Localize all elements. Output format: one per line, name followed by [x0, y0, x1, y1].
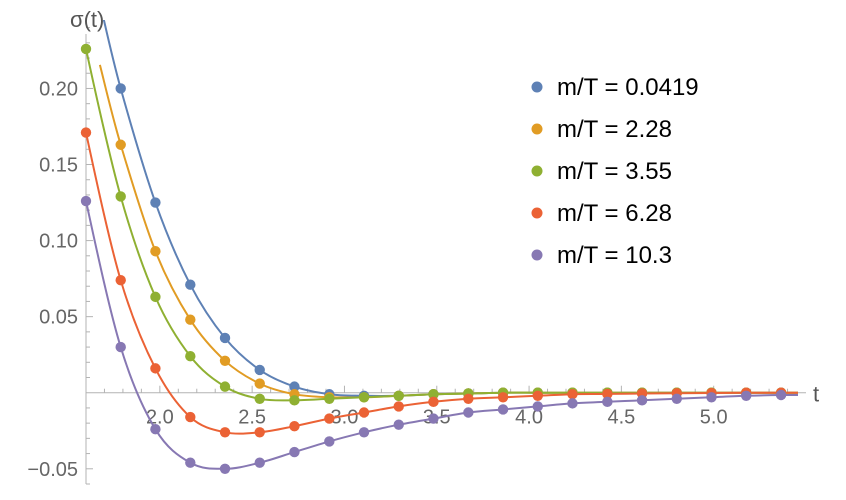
data-point-series-3: [324, 393, 335, 405]
legend-label: m/T = 2.28: [557, 116, 672, 143]
data-point-series-4: [115, 274, 126, 286]
series-line-3: [86, 44, 798, 402]
y-tick-label: −0.05: [27, 459, 78, 481]
data-point-series-4: [324, 413, 335, 424]
data-point-series-5: [497, 404, 509, 415]
data-point-series-3: [289, 395, 300, 406]
legend-label: m/T = 10.3: [557, 242, 672, 269]
data-point-series-5: [324, 436, 335, 447]
data-point-series-1: [289, 381, 300, 392]
data-point-series-5: [393, 419, 404, 430]
data-point-series-4: [219, 427, 231, 438]
data-point-series-5: [358, 427, 370, 438]
x-tick-label: 4.0: [515, 407, 543, 429]
data-point-series-5: [150, 424, 161, 435]
data-point-series-5: [289, 446, 300, 458]
data-point-series-4: [463, 393, 474, 405]
data-point-series-4: [80, 127, 92, 138]
data-point-series-5: [740, 390, 752, 401]
data-point-series-4: [602, 388, 613, 400]
data-point-series-2: [254, 378, 265, 389]
series-points: [80, 43, 787, 474]
data-point-series-5: [636, 395, 648, 406]
legend-marker: [531, 81, 543, 93]
data-point-series-4: [428, 396, 439, 408]
data-point-series-2: [115, 139, 126, 150]
legend-marker: [531, 165, 543, 177]
data-point-series-4: [393, 401, 404, 412]
data-point-series-5: [567, 398, 578, 409]
y-tick-label: 0.20: [39, 78, 78, 100]
data-point-series-2: [150, 246, 161, 257]
axes: −0.050.050.100.150.202.02.53.03.54.04.55…: [27, 7, 819, 485]
data-point-series-4: [150, 363, 161, 374]
data-point-series-4: [567, 389, 578, 400]
data-point-series-2: [219, 355, 231, 366]
x-tick-label: 5.0: [700, 407, 728, 429]
data-point-series-5: [775, 389, 787, 401]
y-axis-label: σ(t): [70, 7, 104, 32]
data-point-series-4: [289, 420, 300, 432]
legend-label: m/T = 3.55: [557, 158, 672, 185]
series-line-2: [98, 64, 798, 399]
x-tick-label: 4.5: [607, 407, 635, 429]
legend-marker: [531, 123, 543, 135]
series-line-1: [102, 20, 798, 397]
legend: m/T = 0.0419 m/T = 2.28 m/T = 3.55 m/T = 6.…: [531, 74, 699, 269]
data-point-series-5: [219, 463, 231, 474]
y-tick-label: 0.10: [39, 231, 78, 253]
y-tick-label: 0.05: [39, 307, 78, 329]
data-point-series-5: [706, 392, 717, 403]
x-tick-label: 2.0: [146, 407, 174, 429]
x-tick-label: 3.0: [331, 407, 359, 429]
data-point-series-1: [219, 332, 231, 344]
data-point-series-5: [80, 195, 92, 207]
legend-marker: [531, 207, 543, 219]
data-point-series-1: [150, 197, 161, 208]
data-point-series-5: [602, 396, 613, 408]
data-point-series-2: [185, 314, 196, 325]
data-point-series-5: [115, 341, 126, 353]
data-point-series-3: [185, 351, 196, 362]
data-point-series-1: [115, 83, 126, 94]
data-point-series-3: [150, 291, 161, 303]
data-point-series-3: [428, 389, 439, 400]
data-point-series-5: [671, 393, 682, 405]
legend-marker: [531, 249, 543, 261]
data-point-series-1: [185, 279, 196, 290]
data-point-series-4: [254, 427, 265, 438]
data-point-series-3: [80, 43, 92, 55]
x-tick-label: 2.5: [238, 407, 266, 429]
data-point-series-4: [185, 411, 196, 423]
data-point-series-5: [428, 413, 439, 424]
data-point-series-1: [254, 364, 265, 376]
data-point-series-4: [532, 390, 543, 401]
data-point-series-5: [463, 407, 474, 418]
data-point-series-4: [497, 392, 509, 403]
data-point-series-4: [358, 407, 370, 418]
data-point-series-3: [358, 392, 370, 403]
data-point-series-3: [393, 390, 404, 401]
data-point-series-5: [254, 457, 265, 468]
data-point-series-3: [115, 191, 126, 202]
data-point-series-5: [532, 401, 543, 412]
x-axis-label: t: [813, 382, 819, 407]
data-point-series-3: [254, 393, 265, 405]
legend-label: m/T = 6.28: [557, 200, 672, 227]
data-point-series-3: [219, 381, 231, 392]
y-tick-label: 0.15: [39, 155, 78, 177]
data-point-series-5: [185, 457, 196, 468]
legend-label: m/T = 0.0419: [557, 74, 699, 101]
